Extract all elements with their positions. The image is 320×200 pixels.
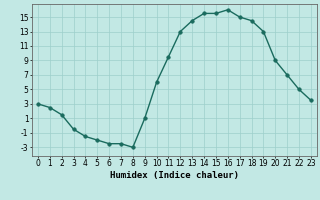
X-axis label: Humidex (Indice chaleur): Humidex (Indice chaleur) xyxy=(110,171,239,180)
